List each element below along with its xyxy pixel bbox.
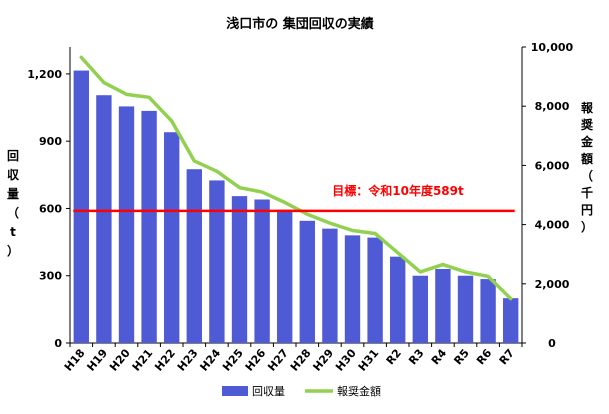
x-tick-label: H25	[220, 347, 246, 374]
line-point-R3	[418, 270, 422, 274]
line-point-R5	[464, 270, 467, 274]
left-axis-title: 回収量（ t）	[7, 149, 20, 258]
left-axis-title-text: 回収量（ t）	[7, 149, 20, 258]
x-tick-label: H21	[130, 347, 156, 374]
line-point-H22	[170, 119, 174, 123]
x-tick-label: R7	[497, 347, 517, 368]
line-point-H18	[79, 55, 83, 59]
x-tick-label: R2	[384, 347, 404, 368]
bar-H30	[344, 235, 361, 343]
line-point-H28	[305, 212, 309, 216]
x-tick-label: H23	[175, 347, 201, 374]
right-axis-ticks: 0 2,000 4,000 6,000 8,000 10,000	[522, 41, 574, 350]
line-point-R7	[509, 297, 513, 301]
right-axis-title-text: 報奨金額（千円）	[580, 100, 594, 234]
left-tick-label: 1,200	[27, 68, 62, 81]
line-point-H31	[373, 231, 377, 235]
line-series-報奨金額	[79, 55, 513, 301]
line-point-H21	[147, 95, 151, 99]
legend-label-bar: 回収量	[252, 385, 285, 398]
line-point-R2	[396, 251, 400, 255]
left-tick-label: 0	[54, 337, 62, 350]
x-tick-label: H31	[356, 347, 382, 374]
x-tick-label: H26	[243, 346, 269, 373]
bar-H20	[118, 106, 135, 343]
left-tick-label: 600	[39, 202, 62, 215]
line-point-R6	[486, 274, 490, 278]
x-tick-label: H24	[197, 346, 223, 373]
right-tick-label: 2,000	[535, 278, 570, 291]
bar-R4	[435, 269, 451, 343]
bar-R7	[503, 298, 519, 343]
bar-H26	[254, 199, 270, 343]
left-axis-ticks: 0 300 600 900 1,200	[27, 68, 70, 350]
right-axis-title: 報奨金額（千円）	[580, 100, 594, 234]
bar-H24	[209, 180, 225, 343]
right-tick-label: 10,000	[531, 41, 574, 54]
line-point-H19	[102, 81, 106, 85]
bar-R6	[480, 279, 496, 343]
line-point-H26	[260, 190, 264, 194]
bar-H19	[96, 95, 112, 343]
bar-H25	[231, 196, 248, 343]
line-series-group	[79, 55, 513, 301]
x-tick-label: R4	[429, 346, 450, 367]
bars-group	[73, 70, 519, 343]
bar-H31	[367, 237, 383, 343]
chart-title: 浅口市の 集団回収の実績	[226, 16, 374, 32]
bar-H23	[186, 169, 202, 343]
target-label: 目標：令和10年度589t	[332, 183, 464, 198]
line-point-H27	[283, 200, 287, 204]
right-tick-label: 4,000	[535, 219, 570, 232]
bar-H29	[322, 228, 338, 343]
right-tick-label: 6,000	[535, 159, 570, 172]
x-tick-label: H18	[62, 347, 88, 374]
bar-R5	[457, 275, 474, 343]
x-tick-label: H28	[288, 347, 314, 374]
bar-R2	[390, 256, 406, 343]
x-tick-label: H27	[265, 347, 291, 374]
x-axis-ticks: H18H19H20H21H22H23H24H25H26H27H28H29H30H…	[62, 343, 523, 374]
right-tick-label: 0	[548, 337, 556, 350]
bar-H27	[277, 209, 293, 343]
line-point-H23	[192, 159, 196, 163]
line-point-H20	[125, 92, 128, 96]
x-tick-label: R5	[451, 347, 471, 368]
legend: 回収量 報奨金額	[222, 384, 381, 398]
x-tick-label: H30	[333, 346, 359, 373]
line-point-H30	[351, 229, 354, 233]
left-tick-label: 300	[39, 270, 62, 283]
x-tick-label: H20	[107, 346, 133, 373]
bar-H21	[141, 110, 157, 343]
legend-swatch-bar	[222, 386, 248, 396]
left-tick-label: 900	[39, 135, 62, 148]
line-point-H24	[215, 169, 219, 173]
line-point-R4	[441, 263, 445, 267]
line-point-H29	[328, 221, 332, 225]
x-tick-label: H19	[84, 347, 110, 374]
x-tick-label: H22	[152, 347, 178, 374]
target-group: 目標：令和10年度589t	[73, 183, 515, 213]
bar-R3	[412, 275, 428, 343]
legend-label-line: 報奨金額	[337, 384, 381, 398]
bar-H22	[164, 132, 180, 343]
x-tick-label: H29	[310, 347, 336, 374]
line-point-H25	[238, 186, 241, 190]
right-tick-label: 8,000	[535, 100, 570, 113]
bar-H18	[73, 70, 89, 343]
x-tick-label: R3	[406, 347, 426, 368]
x-tick-label: R6	[474, 346, 495, 367]
bar-H28	[299, 220, 315, 343]
